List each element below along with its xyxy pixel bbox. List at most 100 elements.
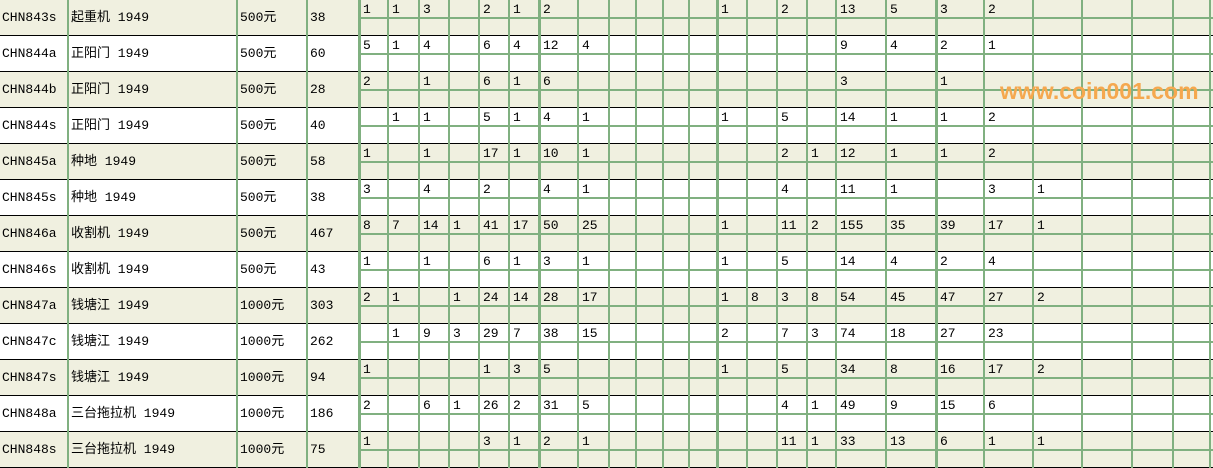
- grid-line: [835, 360, 837, 396]
- item-name: 种地 1949: [71, 154, 137, 169]
- grid-cell: 1: [392, 2, 400, 17]
- grid-line: [508, 108, 510, 144]
- grid-cell: 2: [940, 254, 948, 269]
- grid-line: [1172, 324, 1174, 360]
- grid-cell: 3: [363, 182, 371, 197]
- grid-cell: [609, 360, 636, 377]
- grid-line: [806, 0, 808, 36]
- grid-cell: [1173, 72, 1210, 89]
- grid-line: [835, 288, 837, 324]
- grid-cell: 1: [363, 362, 371, 377]
- grid-line: [577, 360, 579, 396]
- grid-cell: 26: [483, 398, 499, 413]
- grid-line: [538, 144, 541, 180]
- grid-line: [635, 36, 637, 72]
- grid-cell: 2: [543, 2, 551, 17]
- grid-mid-line: [359, 377, 1213, 379]
- grid-line: [635, 324, 637, 360]
- grid-line: [1081, 72, 1083, 108]
- grid-cell: [636, 324, 663, 341]
- column-divider: [306, 72, 308, 108]
- grid-line: [746, 432, 748, 468]
- grid-line: [508, 288, 510, 324]
- grid-cell: 38: [543, 326, 559, 341]
- item-price: 1000元: [240, 370, 285, 385]
- column-divider: [67, 432, 69, 468]
- grid-cell: 11: [840, 182, 856, 197]
- grid-line: [1081, 36, 1083, 72]
- table-row: CHN845s 种地 1949 500元 38 3 4 2 4 1 4 11 1 3 1: [0, 180, 1213, 216]
- grid-line: [935, 432, 938, 468]
- column-divider: [306, 324, 308, 360]
- grid-cell: [807, 108, 836, 125]
- grid-cell: 74: [840, 326, 856, 341]
- grid-cell: [1132, 144, 1173, 161]
- grid-cell: 5: [781, 254, 789, 269]
- grid-line: [746, 396, 748, 432]
- grid-line: [983, 324, 985, 360]
- grid-mid-line: [359, 161, 1213, 163]
- grid-cell: [1082, 288, 1132, 305]
- grid-cell: [717, 72, 747, 89]
- grid-cell: 4: [781, 182, 789, 197]
- column-divider: [67, 216, 69, 252]
- column-divider: [67, 396, 69, 432]
- item-code: CHN843s: [2, 10, 57, 25]
- grid-line: [478, 252, 480, 288]
- grid-cell: [807, 36, 836, 53]
- item-name: 三台拖拉机 1949: [71, 406, 176, 421]
- grid-line: [478, 0, 480, 36]
- grid-cell: 3: [513, 362, 521, 377]
- grid-cell: 1: [483, 362, 491, 377]
- grid-line: [1209, 288, 1211, 324]
- grid-cell: [747, 432, 777, 449]
- grid-cell: [1082, 36, 1132, 53]
- grid-line: [806, 324, 808, 360]
- grid-cell: [449, 0, 479, 17]
- grid-line: [418, 180, 420, 216]
- grid-cell: [1132, 432, 1173, 449]
- grid-cell: 1: [890, 110, 898, 125]
- grid-cell: 3: [811, 326, 819, 341]
- column-divider: [67, 144, 69, 180]
- item-count: 262: [310, 334, 334, 349]
- grid-line: [1032, 108, 1034, 144]
- column-divider: [67, 324, 69, 360]
- grid-cell: 1: [1037, 182, 1045, 197]
- grid-cell: [419, 432, 449, 449]
- table-row: CHN847a 钱塘江 1949 1000元 303 2 1 1 24 14 28 17 1 8 3 8 54…: [0, 288, 1213, 324]
- grid-line: [538, 360, 541, 396]
- column-divider: [306, 360, 308, 396]
- grid-cell: 31: [543, 398, 559, 413]
- column-divider: [306, 0, 308, 36]
- grid-cell: 3: [453, 326, 461, 341]
- grid-line: [478, 180, 480, 216]
- grid-line: [478, 36, 480, 72]
- grid-line: [418, 0, 420, 36]
- grid-cell: 9: [840, 38, 848, 53]
- grid-line: [746, 360, 748, 396]
- item-price: 1000元: [240, 442, 285, 457]
- grid-line: [577, 396, 579, 432]
- grid-line: [776, 288, 778, 324]
- grid-line: [635, 0, 637, 36]
- grid-line: [885, 108, 887, 144]
- grid-line: [935, 396, 938, 432]
- grid-cell: [777, 36, 807, 53]
- grid-cell: [747, 36, 777, 53]
- grid-line: [1209, 252, 1211, 288]
- grid-cell: [1033, 72, 1082, 89]
- grid-cell: [717, 36, 747, 53]
- grid-line: [508, 72, 510, 108]
- grid-cell: [1132, 396, 1173, 413]
- grid-line: [662, 216, 664, 252]
- grid-cell: [1173, 216, 1210, 233]
- grid-cell: 17: [988, 218, 1004, 233]
- grid-cell: 47: [940, 290, 956, 305]
- grid-line: [448, 144, 450, 180]
- grid-cell: [689, 396, 717, 413]
- grid-line: [387, 144, 389, 180]
- grid-line: [478, 108, 480, 144]
- item-price: 1000元: [240, 298, 285, 313]
- grid-cell: 2: [781, 146, 789, 161]
